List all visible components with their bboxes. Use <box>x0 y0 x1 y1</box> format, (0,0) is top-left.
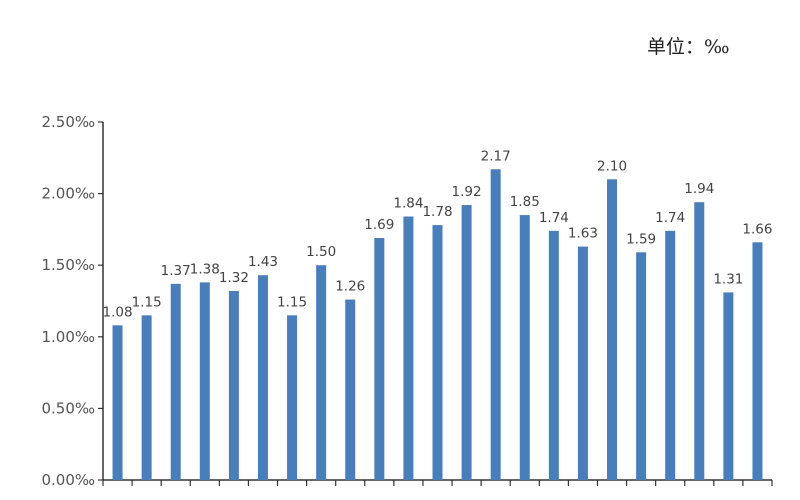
bar <box>257 275 268 480</box>
bar <box>170 283 181 480</box>
bar <box>316 265 327 480</box>
data-label: 1.50 <box>306 244 336 260</box>
data-label: 1.31 <box>713 271 743 287</box>
data-label: 1.63 <box>568 226 598 242</box>
data-label: 1.74 <box>655 210 685 226</box>
data-label: 1.26 <box>335 279 365 295</box>
y-tick-label: 1.00‰ <box>41 328 95 346</box>
bar <box>228 290 239 480</box>
y-tick-label: 0.50‰ <box>41 399 95 417</box>
bar <box>665 230 676 480</box>
data-label: 1.78 <box>422 204 452 220</box>
bar <box>112 325 123 480</box>
data-label: 1.59 <box>626 231 656 247</box>
bar <box>199 282 210 480</box>
data-label: 1.15 <box>277 294 307 310</box>
bar <box>461 205 472 480</box>
y-tick-label: 1.50‰ <box>41 256 95 274</box>
y-tick-label: 2.00‰ <box>41 185 95 203</box>
bar <box>490 169 501 481</box>
bar <box>432 225 443 480</box>
bar <box>141 315 152 480</box>
data-label: 1.15 <box>132 294 162 310</box>
bar <box>607 179 618 480</box>
bar <box>403 216 414 480</box>
data-label: 1.37 <box>161 263 191 279</box>
bar <box>519 215 530 480</box>
data-label: 1.08 <box>103 304 133 320</box>
bar <box>374 237 385 480</box>
y-tick-label: 2.50‰ <box>41 113 95 131</box>
bar <box>723 292 734 480</box>
bar <box>548 230 559 480</box>
bar <box>287 315 298 480</box>
bar <box>694 202 705 480</box>
data-label: 1.69 <box>364 217 394 233</box>
data-label: 1.32 <box>219 270 249 286</box>
bar <box>345 299 356 480</box>
data-label: 1.66 <box>742 221 772 237</box>
data-label: 1.84 <box>393 196 423 212</box>
unit-label: 单位：‰ <box>647 36 730 58</box>
bar <box>752 242 763 480</box>
data-label: 2.10 <box>597 158 627 174</box>
data-label: 1.74 <box>539 210 569 226</box>
y-tick-label: 0.00‰ <box>41 471 95 489</box>
bar <box>636 252 647 480</box>
data-label: 1.38 <box>190 261 220 277</box>
data-label: 1.43 <box>248 254 278 270</box>
data-label: 1.85 <box>510 194 540 210</box>
data-label: 1.94 <box>684 181 714 197</box>
bar <box>577 246 588 480</box>
data-label: 2.17 <box>481 148 511 164</box>
data-label: 1.92 <box>452 184 482 200</box>
